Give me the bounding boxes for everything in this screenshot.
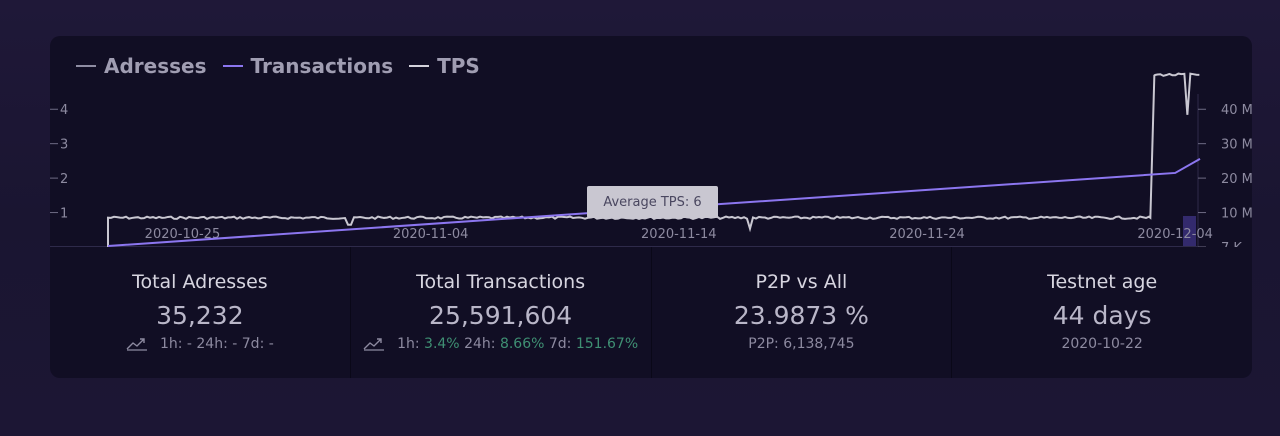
legend-swatch-addresses	[76, 65, 96, 67]
stat-value: 44 days	[1052, 301, 1152, 330]
x-tick-label: 2020-10-25	[145, 227, 221, 242]
sub-label: 7d:	[237, 336, 269, 352]
stat-value: 25,591,604	[429, 301, 573, 330]
y-left-tick-label: 2	[60, 172, 68, 187]
hover-band	[1183, 216, 1196, 247]
y-left-tick-label: 3	[60, 138, 68, 153]
y-right-tick-label: 40 M	[1221, 103, 1252, 118]
legend-item-tps[interactable]: TPS	[409, 54, 480, 78]
legend-item-addresses[interactable]: Adresses	[76, 54, 207, 78]
stat-p2p-vs-all: P2P vs All 23.9873 % P2P: 6,138,745	[652, 247, 953, 378]
x-tick-label: 2020-11-04	[393, 227, 469, 242]
legend-label-transactions: Transactions	[250, 54, 394, 78]
stat-sub-text: 1h: - 24h: - 7d: -	[160, 336, 274, 352]
stat-title: Total Adresses	[132, 271, 268, 293]
sub-value-positive: 3.4%	[424, 336, 460, 352]
stat-value: 35,232	[156, 301, 244, 330]
stat-value: 23.9873 %	[733, 301, 869, 330]
stat-total-addresses: Total Adresses 35,232 1h: - 24h: - 7d: -	[50, 247, 351, 378]
sub-value-positive: 8.66%	[499, 336, 545, 352]
stat-title: Total Transactions	[416, 271, 586, 293]
y-right-tick-label: 30 M	[1221, 138, 1252, 153]
sub-value: -	[186, 336, 192, 352]
series-line-tps	[107, 72, 1200, 247]
chart-legend: Adresses Transactions TPS	[76, 54, 480, 78]
legend-label-tps: TPS	[437, 54, 480, 78]
y-right-tick-label: 10 M	[1221, 207, 1252, 222]
stat-sub-text: 1h: 3.4% 24h: 8.66% 7d: 151.67%	[397, 336, 638, 352]
stats-row: Total Adresses 35,232 1h: - 24h: - 7d: -…	[50, 247, 1252, 378]
y-right-tick-label: 7 K	[1221, 241, 1242, 247]
sub-value: -	[268, 336, 274, 352]
legend-label-addresses: Adresses	[104, 54, 207, 78]
y-left-tick-label: 4	[60, 103, 68, 118]
stat-sub: P2P: 6,138,745	[748, 336, 855, 352]
sub-value: -	[232, 336, 238, 352]
trend-up-icon	[126, 338, 147, 351]
x-tick-label: 2020-11-14	[641, 227, 717, 242]
stat-title: P2P vs All	[755, 271, 848, 293]
stat-total-transactions: Total Transactions 25,591,604 1h: 3.4% 2…	[351, 247, 652, 378]
stat-title: Testnet age	[1047, 271, 1158, 293]
average-tps-tooltip: Average TPS: 6	[587, 186, 718, 218]
legend-item-transactions[interactable]: Transactions	[222, 54, 394, 78]
sub-label: 24h:	[191, 336, 233, 352]
sub-label: 24h:	[459, 336, 500, 352]
sub-value-positive: 151.67%	[575, 336, 639, 352]
sub-label: 1h:	[397, 336, 425, 352]
legend-swatch-tps	[409, 65, 430, 67]
legend-swatch-transactions	[222, 65, 243, 67]
sub-label: 7d:	[544, 336, 576, 352]
x-tick-label: 2020-12-04	[1137, 227, 1213, 242]
stats-card: Adresses Transactions TPS 1 2 3 4 7 K 10 M 20 …	[50, 36, 1252, 378]
series-line-transactions	[107, 157, 1201, 247]
stat-sub: 2020-10-22	[1061, 336, 1143, 352]
y-right-tick-label: 20 M	[1221, 172, 1252, 187]
stat-sub: 1h: - 24h: - 7d: -	[126, 336, 274, 352]
stat-sub: 1h: 3.4% 24h: 8.66% 7d: 151.67%	[363, 336, 638, 352]
stat-testnet-age: Testnet age 44 days 2020-10-22	[952, 247, 1252, 378]
x-tick-label: 2020-11-24	[889, 227, 965, 242]
trend-up-icon	[363, 338, 385, 351]
sub-label: 1h:	[159, 336, 187, 352]
y-left-tick-label: 1	[60, 207, 68, 222]
